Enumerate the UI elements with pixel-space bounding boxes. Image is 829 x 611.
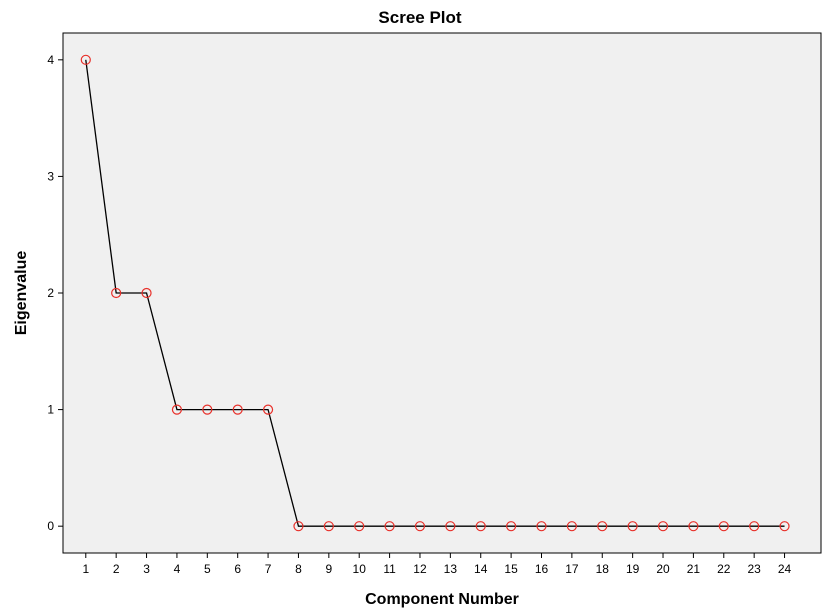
data-point xyxy=(445,521,456,532)
x-tick-label: 12 xyxy=(413,562,427,576)
data-point xyxy=(323,521,334,532)
x-tick-label: 10 xyxy=(353,562,367,576)
data-point xyxy=(111,287,122,299)
data-point xyxy=(688,521,699,532)
x-tick-label: 4 xyxy=(174,562,181,576)
data-markers xyxy=(80,54,790,532)
x-tick-label: 24 xyxy=(778,562,792,576)
data-point xyxy=(293,521,304,532)
data-point xyxy=(536,521,547,532)
data-point xyxy=(171,404,183,415)
x-tick-label: 5 xyxy=(204,562,211,576)
x-tick-label: 15 xyxy=(504,562,518,576)
x-tick-label: 1 xyxy=(82,562,89,576)
y-axis: 0 1 2 3 4 xyxy=(47,53,63,533)
x-tick-label: 18 xyxy=(596,562,610,576)
data-point xyxy=(506,521,517,532)
data-point xyxy=(202,404,213,415)
data-point xyxy=(80,54,91,65)
data-point xyxy=(627,521,638,532)
y-tick-label: 1 xyxy=(47,403,54,417)
y-tick-label: 0 xyxy=(47,519,54,533)
x-tick-label: 11 xyxy=(383,562,396,576)
x-tick-label: 3 xyxy=(143,562,150,576)
data-point xyxy=(414,521,426,532)
x-axis: 1 2 3 4 5 6 7 8 9 10 11 12 13 14 15 16 17 18 19 20 21 22 23 24 xyxy=(82,553,792,576)
x-tick-label: 22 xyxy=(717,562,731,576)
x-axis-label: Component Number xyxy=(365,591,519,608)
data-point xyxy=(657,521,669,532)
x-tick-label: 23 xyxy=(747,562,761,576)
y-tick-label: 3 xyxy=(47,169,54,183)
x-tick-label: 8 xyxy=(295,562,302,576)
y-axis-label: Eigenvalue xyxy=(13,251,30,336)
data-point xyxy=(262,404,274,415)
x-tick-label: 7 xyxy=(265,562,272,576)
plot-area xyxy=(62,32,822,554)
chart-title: Scree Plot xyxy=(378,8,461,27)
data-point xyxy=(475,521,486,532)
x-tick-label: 17 xyxy=(565,562,579,576)
data-point xyxy=(718,521,729,532)
x-tick-label: 9 xyxy=(325,562,332,576)
data-point xyxy=(384,521,395,532)
data-point xyxy=(354,521,365,532)
data-point xyxy=(597,521,608,532)
x-tick-label: 16 xyxy=(535,562,549,576)
x-tick-label: 19 xyxy=(626,562,640,576)
x-tick-label: 6 xyxy=(234,562,241,576)
data-point xyxy=(779,521,790,532)
x-tick-label: 21 xyxy=(687,562,701,576)
data-point xyxy=(232,404,243,415)
data-point xyxy=(749,521,760,532)
x-tick-label: 13 xyxy=(444,562,458,576)
data-point xyxy=(566,521,577,532)
y-tick-label: 2 xyxy=(47,286,54,300)
data-point xyxy=(141,287,152,299)
x-tick-label: 2 xyxy=(113,562,120,576)
x-tick-label: 14 xyxy=(474,562,488,576)
y-tick-label: 4 xyxy=(47,53,54,67)
x-tick-label: 20 xyxy=(656,562,670,576)
